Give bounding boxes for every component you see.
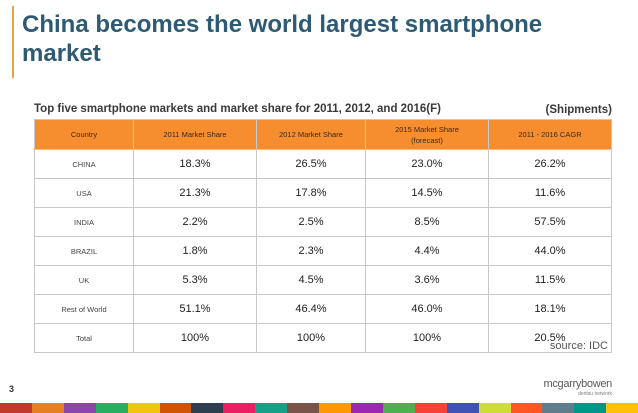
cell-country: Rest of World (34, 294, 134, 324)
cell-2012: 2.3% (256, 236, 366, 266)
strip-segment (223, 403, 256, 413)
cell-country: Total (34, 323, 134, 353)
strip-segment (159, 403, 192, 413)
table-row: Total 100% 100% 100% 20.5% (34, 323, 612, 353)
cell-cagr: 11.6% (488, 178, 612, 208)
accent-rule (12, 6, 14, 78)
source-note: source: IDC (549, 340, 608, 352)
strip-segment (606, 403, 638, 413)
strip-segment (542, 403, 575, 413)
header-cagr: 2011 - 2016 CAGR (488, 119, 612, 150)
strip-segment (478, 403, 511, 413)
header-2011-share: 2011 Market Share (133, 119, 257, 150)
cell-2015: 8.5% (365, 207, 489, 237)
cell-2015: 4.4% (365, 236, 489, 266)
strip-segment (127, 403, 160, 413)
cell-2011: 18.3% (133, 149, 257, 179)
table-subtitle: Top five smartphone markets and market s… (34, 103, 441, 115)
cell-2015: 14.5% (365, 178, 489, 208)
header-2015-share: 2015 Market Share (forecast) (365, 119, 489, 150)
cell-country: UK (34, 265, 134, 295)
cell-2011: 1.8% (133, 236, 257, 266)
strip-segment (382, 403, 415, 413)
cell-2012: 26.5% (256, 149, 366, 179)
slide-title: China becomes the world largest smartpho… (22, 11, 543, 67)
header-2012-share: 2012 Market Share (256, 119, 366, 150)
strip-segment (350, 403, 383, 413)
strip-segment (574, 403, 607, 413)
cell-2012: 46.4% (256, 294, 366, 324)
cell-2011: 21.3% (133, 178, 257, 208)
cell-cagr: 57.5% (488, 207, 612, 237)
header-2015-line2: (forecast) (411, 135, 443, 145)
strip-segment (95, 403, 128, 413)
header-country: Country (34, 119, 134, 150)
cell-cagr: 20.5% (488, 323, 612, 353)
cell-2011: 2.2% (133, 207, 257, 237)
cell-cagr: 11.5% (488, 265, 612, 295)
table-row: Rest of World 51.1% 46.4% 46.0% 18.1% (34, 294, 612, 324)
units-label: (Shipments) (545, 104, 612, 116)
table-row: CHINA 18.3% 26.5% 23.0% 26.2% (34, 149, 612, 179)
header-2015-line1: 2015 Market Share (395, 124, 459, 134)
cell-2015: 23.0% (365, 149, 489, 179)
strip-segment (31, 403, 64, 413)
cell-country: CHINA (34, 149, 134, 179)
strip-segment (510, 403, 543, 413)
strip-segment (191, 403, 224, 413)
cell-2011: 51.1% (133, 294, 257, 324)
strip-segment (63, 403, 96, 413)
cell-2015: 3.6% (365, 265, 489, 295)
strip-segment (0, 403, 32, 413)
strip-segment (319, 403, 351, 413)
decorative-color-strip (0, 403, 638, 413)
strip-segment (287, 403, 320, 413)
logo-wordmark: mcgarrybowen (543, 378, 612, 390)
logo-tagline: dentsu network (578, 391, 612, 397)
agency-logo: mcgarrybowen dentsu network (538, 378, 612, 397)
cell-2015: 100% (365, 323, 489, 353)
cell-2012: 17.8% (256, 178, 366, 208)
cell-2011: 100% (133, 323, 257, 353)
cell-2011: 5.3% (133, 265, 257, 295)
cell-cagr: 44.0% (488, 236, 612, 266)
cell-cagr: 26.2% (488, 149, 612, 179)
page-number: 3 (9, 384, 15, 394)
strip-segment (255, 403, 288, 413)
strip-segment (446, 403, 479, 413)
cell-cagr: 18.1% (488, 294, 612, 324)
cell-country: BRAZIL (34, 236, 134, 266)
cell-2012: 4.5% (256, 265, 366, 295)
cell-2012: 2.5% (256, 207, 366, 237)
cell-2012: 100% (256, 323, 366, 353)
table-row: BRAZIL 1.8% 2.3% 4.4% 44.0% (34, 236, 612, 266)
table-header-row: Country 2011 Market Share 2012 Market Sh… (34, 119, 612, 150)
strip-segment (414, 403, 447, 413)
table-row: UK 5.3% 4.5% 3.6% 11.5% (34, 265, 612, 295)
cell-2015: 46.0% (365, 294, 489, 324)
cell-country: USA (34, 178, 134, 208)
cell-country: INDIA (34, 207, 134, 237)
market-share-table: Country 2011 Market Share 2012 Market Sh… (34, 119, 612, 353)
table-row: INDIA 2.2% 2.5% 8.5% 57.5% (34, 207, 612, 237)
table-row: USA 21.3% 17.8% 14.5% 11.6% (34, 178, 612, 208)
